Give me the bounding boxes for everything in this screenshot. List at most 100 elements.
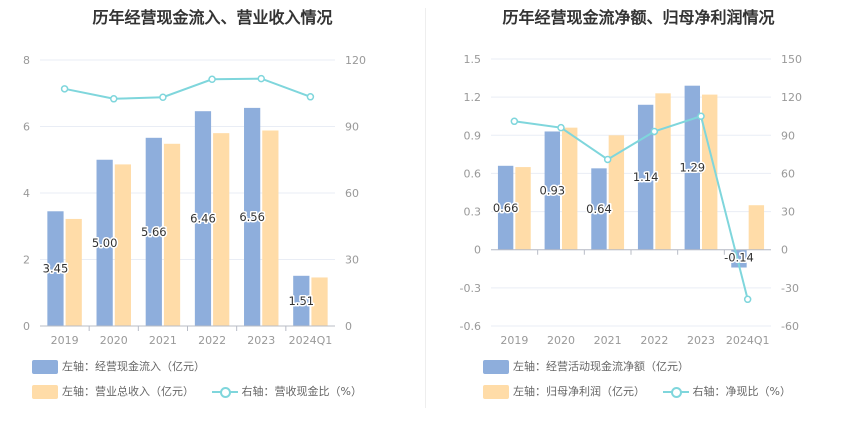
chart-plot-right: -0.6 -60 -0.3 -30 0 0 0.3 30 0.6 60 0.9 90 1.2 120 1.5… [460,53,802,347]
left-axis-tick-label: 0.3 [464,206,482,219]
left-axis-tick-label: 0.9 [464,129,482,142]
x-axis-tick-label: 2022 [640,334,668,347]
ratio-line [64,77,311,100]
left-axis-tick-label: 2 [23,254,30,267]
bar-secondary [114,164,131,326]
bar-secondary [515,167,531,250]
bar-value-label: 6.46 [190,212,216,226]
ratio-point [603,155,612,164]
right-axis-tick-label: 30 [781,206,795,219]
legend-label: 左轴：归母净利润（亿元） [513,385,645,398]
chart-title: 历年经营现金流入、营业收入情况 [92,8,333,27]
left-axis-tick-label: 4 [23,187,30,200]
left-axis-tick-label: 0 [474,244,481,257]
bar-primary [591,168,607,250]
right-axis-tick-label: 0 [345,320,352,333]
ratio-point [60,85,69,93]
legend-row: 左轴：营业总收入（亿元） 右轴：营收现金比（%） [32,383,376,399]
legend-swatch [32,360,58,374]
ratio-point [510,117,519,126]
ratio-point [743,295,752,304]
legend-item-cash-inflow[interactable]: 左轴：经营现金流入（亿元） [32,358,205,374]
legend-item-revenue[interactable]: 左轴：营业总收入（亿元） [32,383,194,399]
bar-primary [293,275,310,326]
left-axis-tick-label: 0.6 [464,167,482,180]
legend-row: 左轴：经营活动现金流净额（亿元） [483,358,703,374]
x-axis-tick-label: 2023 [687,334,715,347]
x-axis-tick-label: 2020 [547,334,575,347]
x-axis-tick-label: 2020 [100,334,128,347]
x-axis-tick-label: 2019 [51,334,79,347]
bar-secondary [608,135,625,250]
ratio-point [208,75,216,84]
ratio-point [557,123,565,132]
legend-item-net-profit[interactable]: 左轴：归母净利润（亿元） [483,383,645,399]
chart-title: 历年经营现金流净额、归母净利润情况 [502,8,775,27]
right-axis-tick-label: -60 [781,320,799,333]
right-axis-tick-label: 30 [345,254,359,267]
left-axis-tick-label: 1.2 [464,91,482,104]
right-axis-tick-label: 90 [345,121,359,134]
x-axis-tick-label: 2022 [198,334,226,347]
legend-label: 右轴：净现比（%） [692,385,791,398]
x-axis-tick-label: 2021 [149,334,177,347]
x-axis-tick-label: 2024Q1 [726,334,770,347]
x-axis-tick-label: 2024Q1 [289,334,333,347]
legend-item-net-cash-ratio[interactable]: 右轴：净现比（%） [662,383,791,399]
legend-label: 左轴：经营活动现金流净额（亿元） [513,360,689,373]
left-axis-tick-label: -0.3 [460,282,481,295]
bar-primary [731,249,747,268]
legend-swatch [483,360,509,374]
bar-secondary [562,127,578,250]
left-axis-tick-label: 6 [23,121,30,134]
x-axis-tick-label: 2019 [500,334,528,347]
bar-primary [47,211,64,326]
bar-value-label: 1.51 [288,294,314,308]
x-axis-tick-label: 2023 [247,334,275,347]
ratio-line [514,114,749,300]
bar-secondary [311,277,328,326]
bar-value-label: 6.56 [239,210,265,224]
bar-secondary [213,133,230,326]
bar-value-label: 5.66 [141,225,167,239]
legend-line-marker-icon [211,385,238,399]
ratio-point [650,127,659,136]
legend-item-revenue-cash-ratio[interactable]: 右轴：营收现金比（%） [211,383,362,399]
legend-swatch [32,385,58,399]
bar-value-label: 1.14 [633,170,659,184]
right-axis-tick-label: 150 [781,53,802,66]
right-axis-tick-label: 60 [345,187,359,200]
bar-primary [544,131,560,250]
bar-primary [244,107,261,326]
left-axis-tick-label: 1.5 [464,53,482,66]
bar-primary [96,159,113,326]
bar-value-label: 3.45 [43,262,69,276]
bar-primary [194,111,212,326]
bar-primary [145,137,162,326]
right-axis-tick-label: 0 [781,244,788,257]
legend-label: 左轴：营业总收入（亿元） [62,385,194,398]
legend-item-net-operating-cash-flow[interactable]: 左轴：经营活动现金流净额（亿元） [483,358,689,374]
ratio-point [697,112,705,120]
bar-value-label: 0.64 [586,202,612,216]
left-axis-tick-label: -0.6 [460,320,481,333]
bar-primary [637,104,654,250]
right-axis-tick-label: 60 [781,167,795,180]
x-axis-tick-label: 2021 [594,334,622,347]
panel-divider [425,8,426,408]
bar-value-label: 5.00 [92,236,118,250]
bar-value-label: 1.29 [679,161,705,175]
bar-value-label: -0.14 [724,251,754,265]
legend-line-marker-icon [662,385,689,399]
ratio-point [257,74,265,83]
legend-swatch [483,385,509,399]
bar-secondary [163,143,181,326]
left-axis-tick-label: 0 [23,320,30,333]
chart-plot-left: 0 0 2 30 4 60 6 90 8 120 2019 2020 2021 2022 2023 2024Q… [23,54,366,347]
bar-value-label: 0.93 [539,184,565,198]
chart-panel-left: 历年经营现金流入、营业收入情况 0 0 2 30 4 60 6 90 8 120 2019 2020 2… [23,8,376,399]
legend-label: 左轴：经营现金流入（亿元） [62,360,205,373]
chart-panel-right: 历年经营现金流净额、归母净利润情况 -0.6 -60 -0.3 -30 0 0 0.3 30 0… [427,0,850,437]
bar-primary [684,85,700,250]
legend-label: 右轴：营收现金比（%） [241,385,362,398]
